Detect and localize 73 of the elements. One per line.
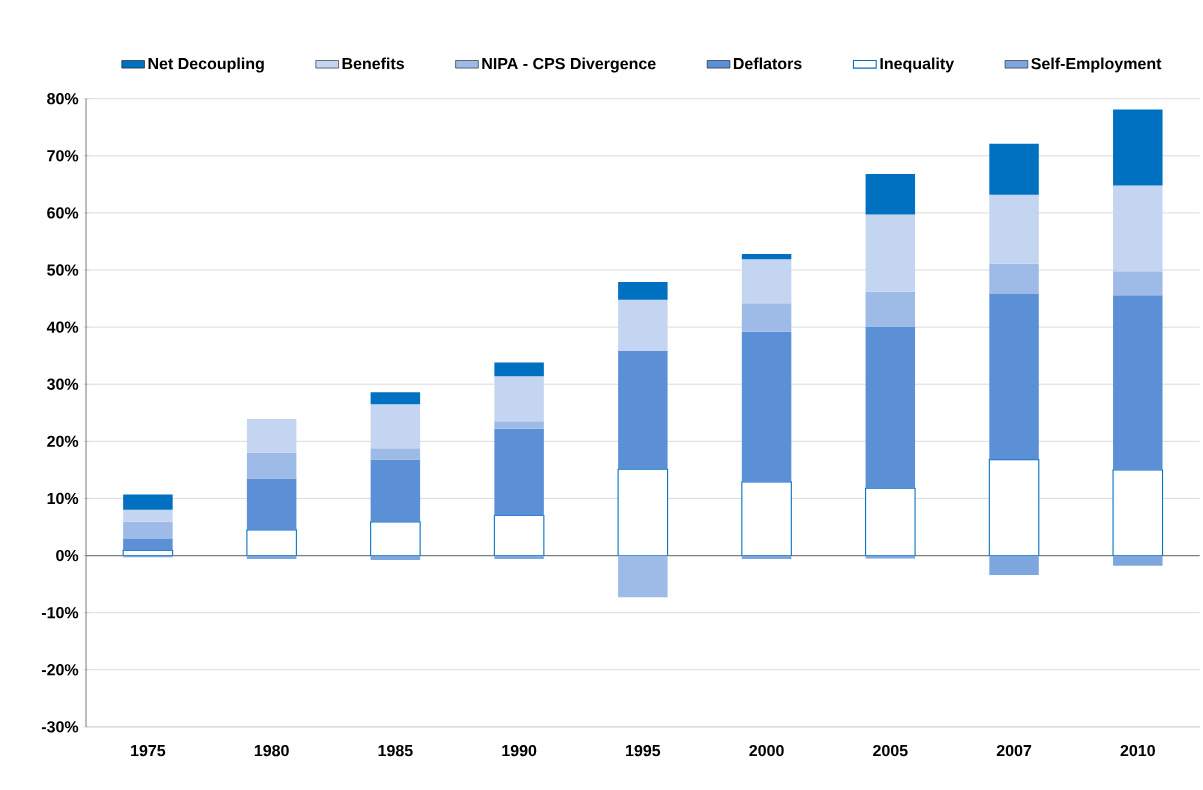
- bar: [494, 362, 544, 377]
- bar: [1113, 271, 1163, 296]
- legend-label: Deflators: [733, 57, 802, 70]
- bar: [370, 448, 421, 460]
- bar: [246, 529, 297, 557]
- x-tick-label: 2005: [873, 745, 908, 757]
- bar: [1113, 555, 1163, 567]
- bar: [246, 478, 297, 531]
- bar: [123, 522, 173, 540]
- bar: [617, 468, 669, 557]
- x-tick-label: 1990: [502, 745, 537, 757]
- bar: [246, 419, 297, 453]
- y-tick-label: 60%: [47, 207, 79, 219]
- legend-label: NIPA - CPS Divergence: [482, 57, 656, 73]
- y-tick-label: 0%: [56, 550, 79, 562]
- bar: [988, 459, 1040, 557]
- y-tick-label: 40%: [46, 321, 79, 333]
- bar: [989, 194, 1039, 264]
- bar: [123, 510, 173, 523]
- bar: [618, 282, 668, 300]
- x-tick-label: 2000: [749, 745, 784, 757]
- bar: [123, 539, 173, 551]
- y-tick-label: -30%: [41, 721, 79, 733]
- x-tick-label: 1975: [131, 745, 166, 757]
- bar: [741, 259, 792, 304]
- bar: [618, 299, 668, 352]
- bar: [618, 555, 668, 598]
- x-tick-label: 2007: [996, 745, 1032, 757]
- y-tick-label: 70%: [47, 150, 79, 162]
- bar: [493, 515, 545, 557]
- bar: [989, 144, 1039, 195]
- y-tick-label: 30%: [47, 378, 79, 391]
- legend-label: Benefits: [342, 57, 404, 70]
- bar: [1113, 109, 1163, 186]
- bar: [741, 303, 792, 332]
- bar: [370, 459, 421, 523]
- bar: [1113, 295, 1163, 471]
- bar: [989, 294, 1039, 460]
- bar: [370, 521, 421, 557]
- bar: [865, 174, 916, 215]
- bar: [989, 263, 1039, 295]
- bar: [865, 214, 916, 292]
- bar: [741, 331, 792, 483]
- y-tick-label: 50%: [47, 264, 79, 276]
- y-tick-label: 20%: [47, 435, 79, 448]
- y-tick-label: 80%: [47, 93, 79, 105]
- bar: [989, 555, 1039, 576]
- legend-label: Self-Employment: [1031, 57, 1162, 73]
- bar: [741, 481, 792, 557]
- bar: [741, 254, 792, 260]
- x-tick-label: 2010: [1120, 745, 1155, 757]
- bar: [494, 421, 544, 429]
- bar: [1113, 185, 1163, 272]
- y-tick-label: -10%: [41, 607, 79, 619]
- bar: [865, 291, 916, 327]
- bar: [1112, 469, 1164, 557]
- bar: [494, 376, 544, 422]
- bar: [122, 550, 174, 557]
- bar: [494, 428, 544, 516]
- y-tick-label: 10%: [47, 493, 79, 505]
- x-tick-label: 1995: [626, 745, 661, 757]
- y-tick-label: -20%: [41, 664, 79, 676]
- legend-label: Inequality: [880, 57, 955, 73]
- legend-label: Net Decoupling: [148, 57, 264, 73]
- x-tick-label: 1980: [254, 745, 289, 757]
- bar: [865, 487, 916, 557]
- bar: [865, 326, 916, 489]
- bar: [123, 494, 173, 511]
- x-tick-label: 1985: [378, 745, 413, 757]
- bar: [370, 404, 421, 449]
- bar: [370, 392, 421, 405]
- bar: [618, 351, 668, 470]
- bar: [246, 452, 297, 479]
